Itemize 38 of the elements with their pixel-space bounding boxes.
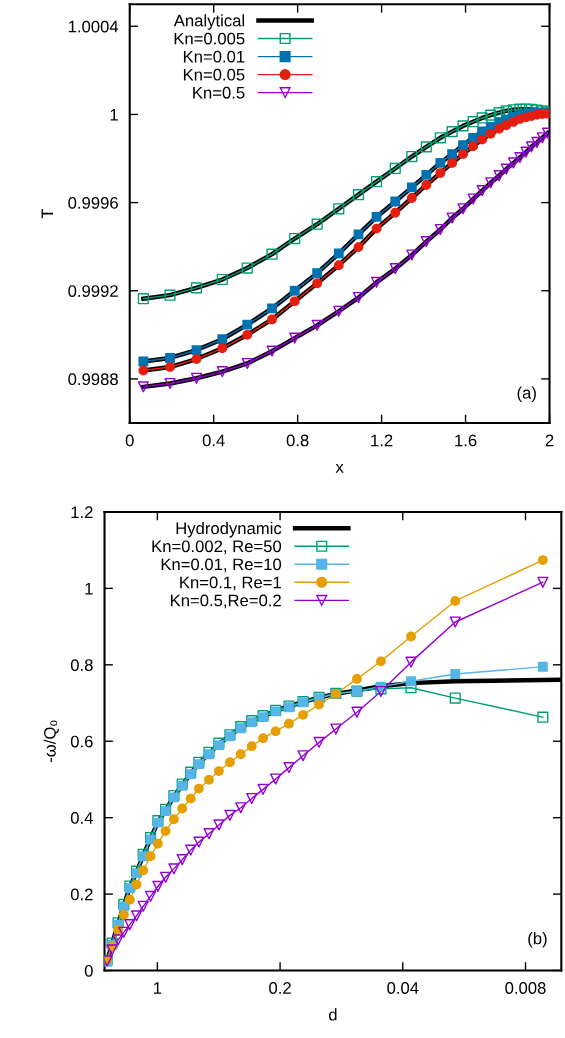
y-tick-label: 0.8	[70, 659, 93, 672]
y-axis-title: T	[41, 208, 54, 219]
y-tick-label: 0.9996	[68, 197, 118, 209]
legend-label: Kn=0.05	[183, 68, 245, 81]
legend-label: Analytical	[173, 14, 245, 30]
y-tick-label: 0.2	[70, 888, 93, 901]
y-tick-label: 1.2	[71, 506, 93, 518]
legend-label: Kn=0.01	[183, 50, 245, 63]
x-tick-label: 0.04	[387, 982, 419, 994]
y-tick-label: 1	[85, 582, 93, 595]
legend-label: Kn=0.01, Re=10	[161, 558, 282, 573]
y-tick-label: 1	[110, 109, 118, 121]
y-axis-title: -ω/Q₀	[43, 720, 59, 763]
legend-label: Hydrodynamic	[176, 521, 282, 538]
legend-label: Kn=0.002, Re=50	[152, 540, 282, 555]
legend-label: Kn=0.5,Re=0.2	[170, 594, 281, 609]
x-tick-label: 1	[154, 982, 162, 994]
annotation: (a)	[517, 386, 536, 403]
x-axis-title: x	[335, 464, 344, 473]
x-tick-label: 2	[545, 434, 554, 447]
legend-label: Kn=0.1, Re=1	[180, 576, 281, 591]
x-tick-label: 1.2	[371, 434, 393, 447]
legend-label: Kn=0.5	[193, 86, 245, 99]
x-tick-label: 1.6	[455, 434, 477, 447]
y-tick-label: 0.9992	[68, 285, 118, 297]
x-tick-label: 0	[125, 434, 134, 447]
x-tick-label: 0.4	[202, 434, 225, 447]
annotation: (b)	[528, 932, 547, 948]
x-tick-label: 0.2	[269, 982, 291, 994]
y-tick-label: 0	[84, 964, 93, 977]
y-tick-label: 0.4	[70, 812, 93, 824]
y-tick-label: 1.0004	[68, 20, 119, 33]
y-tick-label: 0.6	[70, 735, 93, 748]
x-axis-title: d	[328, 1008, 337, 1021]
y-tick-label: 0.9988	[68, 373, 118, 386]
legend-label: Kn=0.005	[174, 32, 245, 45]
x-tick-label: 0.8	[286, 434, 309, 447]
x-tick-label: 0.008	[505, 982, 546, 994]
